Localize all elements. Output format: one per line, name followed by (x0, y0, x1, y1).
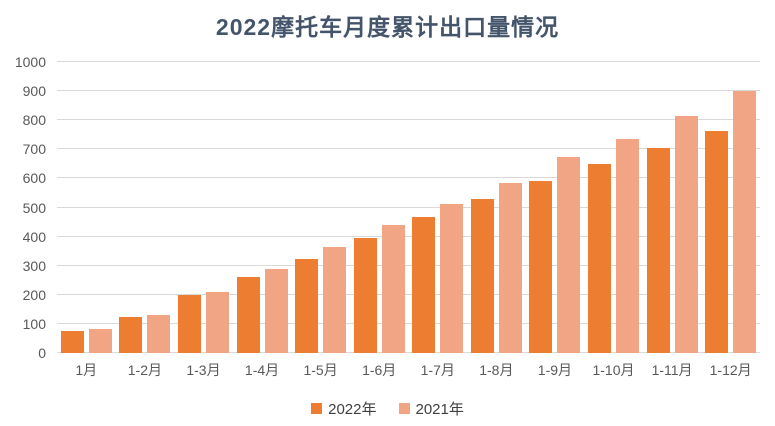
x-tick-label-1-3月: 1-3月 (186, 362, 221, 378)
gridline-400 (57, 235, 760, 237)
gridline-600 (57, 177, 760, 179)
bar-2022年-1-5月 (295, 258, 319, 353)
gridline-1000 (57, 61, 760, 62)
bar-2021年-1-6月 (381, 225, 405, 353)
y-tick-label-100: 100 (22, 315, 46, 332)
bar-group-1-5月 (291, 62, 350, 353)
bar-group-1月 (57, 62, 116, 353)
bar-group-1-7月 (408, 62, 467, 353)
bar-2021年-1-10月 (615, 139, 639, 353)
bar-group-1-12月 (701, 62, 760, 353)
bar-2022年-1-8月 (470, 199, 494, 353)
bar-2021年-1月 (88, 329, 112, 353)
bar-group-1-11月 (643, 62, 702, 353)
gridline-0 (57, 352, 760, 353)
bar-group-1-3月 (174, 62, 233, 353)
gridline-900 (57, 90, 760, 92)
x-tick-label-1-12月: 1-12月 (709, 362, 752, 378)
bar-2022年-1-9月 (529, 181, 553, 353)
x-axis-labels: 1月 1-2月 1-3月 1-4月 1-5月 1-6月 1-7月 1-8月 1-9月 1-10月 1… (57, 360, 760, 380)
y-tick-label-800: 800 (22, 112, 46, 129)
x-tick-label-1-6月: 1-6月 (362, 362, 397, 378)
x-tick-label-1-5月: 1-5月 (303, 362, 338, 378)
y-tick-label-400: 400 (22, 228, 46, 245)
legend-marker-icon (311, 403, 323, 414)
bar-2022年-1-6月 (353, 237, 377, 353)
bar-group-1-4月 (233, 62, 292, 353)
chart-title: 2022摩托车月度累计出口量情况 (215, 14, 560, 40)
y-tick-label-700: 700 (22, 141, 46, 158)
bar-2021年-1-12月 (733, 90, 757, 353)
y-tick-label-0: 0 (38, 345, 46, 361)
x-tick-label-1-8月: 1-8月 (479, 362, 514, 378)
plot-area: 0 100 200 300 400 500 600 700 800 900 1000 (15, 54, 760, 361)
x-tick-label-1-10月: 1-10月 (592, 362, 635, 378)
bar-group-1-9月 (526, 62, 585, 353)
x-tick-label-1-7月: 1-7月 (420, 362, 455, 378)
bar-2021年-1-7月 (440, 204, 464, 353)
legend-item-2022年: 2022年 (311, 398, 377, 419)
y-tick-label-900: 900 (22, 83, 46, 100)
bar-2022年-1-7月 (412, 216, 436, 353)
bar-2022年-1-2月 (119, 316, 143, 353)
y-tick-label-1000: 1000 (14, 54, 46, 70)
x-tick-label-1-2月: 1-2月 (127, 362, 162, 378)
bar-2022年-1月 (60, 331, 84, 353)
y-tick-label-200: 200 (22, 286, 46, 303)
bar-2021年-1-5月 (323, 247, 347, 353)
legend-item-2021年: 2021年 (398, 398, 464, 419)
x-tick-label-1-4月: 1-4月 (244, 362, 280, 378)
bar-2021年-1-3月 (205, 291, 229, 353)
gridline-200 (57, 293, 760, 295)
gridline-300 (57, 264, 760, 266)
gridline-100 (57, 322, 760, 324)
x-tick-label-1-11月: 1-11月 (651, 362, 693, 378)
gridline-700 (57, 148, 760, 150)
legend: 2022年 2021年 (0, 398, 775, 419)
x-tick-label-1-9月: 1-9月 (537, 362, 573, 378)
bar-2022年-1-10月 (587, 164, 611, 353)
bar-2022年-1-12月 (705, 130, 729, 353)
legend-label: 2021年 (415, 401, 464, 418)
y-tick-label-300: 300 (22, 257, 46, 274)
bar-2022年-1-4月 (236, 277, 260, 353)
bar-2021年-1-2月 (147, 314, 171, 353)
bar-group-1-6月 (350, 62, 409, 353)
bar-group-1-2月 (116, 62, 175, 353)
legend-marker-icon (398, 403, 410, 414)
bar-2022年-1-11月 (646, 148, 670, 353)
bar-2021年-1-11月 (674, 115, 698, 353)
bar-series (57, 62, 760, 353)
y-tick-label-600: 600 (22, 170, 46, 187)
bar-2021年-1-8月 (498, 183, 522, 353)
y-tick-label-500: 500 (22, 199, 46, 216)
legend-label: 2022年 (328, 401, 377, 418)
bar-group-1-8月 (467, 62, 526, 353)
bar-2021年-1-4月 (264, 268, 288, 353)
bar-group-1-10月 (584, 62, 643, 353)
bar-2022年-1-3月 (177, 294, 201, 353)
x-tick-label-1月: 1月 (75, 362, 98, 378)
gridline-500 (57, 206, 760, 208)
gridline-800 (57, 119, 760, 121)
bar-2021年-1-9月 (557, 156, 581, 353)
